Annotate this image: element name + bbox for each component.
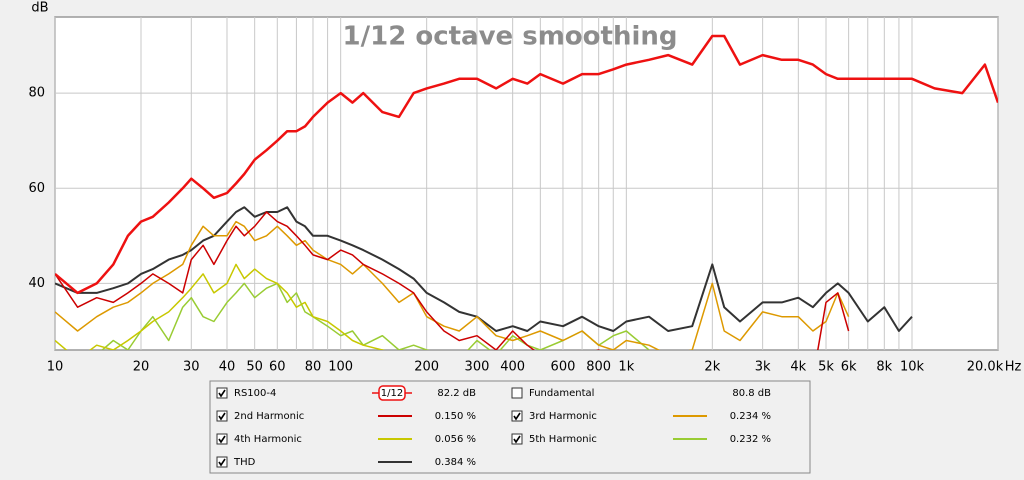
x-tick-label: 4k [790,360,806,375]
legend-item: 5th Harmonic 0.232 % [511,433,771,445]
legend-readout: 80.8 dB [732,388,771,399]
checkmark [218,458,226,467]
checkbox[interactable] [511,433,523,445]
x-tick-label: 800 [586,360,611,375]
checkbox[interactable] [216,433,228,445]
x-tick-label: 3k [755,360,771,375]
plot-area [54,16,999,351]
series-line [55,211,850,350]
legend-name: 2nd Harmonic [234,411,304,422]
x-tick-label: 60 [269,360,286,375]
legend-readout: 0.234 % [730,411,771,422]
x-tick-label: 6k [841,360,857,375]
x-tick-label: 8k [876,360,892,375]
checkbox[interactable] [511,387,523,399]
y-tick-label: 40 [28,276,45,291]
checkmark [218,435,226,444]
legend-name: 5th Harmonic [529,434,597,445]
series-line [55,34,998,295]
x-tick-label: 10 [47,360,64,375]
checkmark [218,389,226,398]
checkmark [513,412,521,421]
x-tick-label: 30 [183,360,200,375]
legend-readout: 0.056 % [435,434,476,445]
chart-title: 1/12 octave smoothing [343,22,678,52]
x-tick-label: 100 [328,360,353,375]
smoothing-badge [378,385,406,401]
y-axis-label: dB [31,1,48,16]
legend-name: THD [233,457,256,468]
x-tick-label: 600 [551,360,576,375]
legend-item: RS100-4 1/12 82.2 dB [216,385,476,401]
x-tick-label: 40 [219,360,236,375]
series-line [55,206,913,332]
smoothing-label: 1/12 [381,388,403,399]
legend-name: Fundamental [529,388,594,399]
x-tick-label: 10k [900,360,925,375]
x-axis-label: Hz [1005,360,1022,375]
x-tick-label: 1k [618,360,634,375]
legend-name: 3rd Harmonic [529,411,597,422]
x-tick-label: 300 [465,360,490,375]
checkbox[interactable] [216,387,228,399]
series-line [55,220,850,350]
legend-item: 2nd Harmonic 0.150 % [216,410,476,422]
checkbox[interactable] [216,456,228,468]
x-tick-label: 5k [818,360,834,375]
checkbox[interactable] [216,410,228,422]
y-tick-label: 60 [28,181,45,196]
legend-readout: 0.150 % [435,411,476,422]
checkbox[interactable] [511,410,523,422]
x-tick-label: 200 [414,360,439,375]
y-tick-label: 80 [28,86,45,101]
legend-item: THD 0.384 % [216,456,476,468]
legend-readout: 82.2 dB [437,388,476,399]
checkmark [218,412,226,421]
legend-panel [209,380,811,474]
legend-name: 4th Harmonic [234,434,302,445]
legend-readout: 0.384 % [435,457,476,468]
legend-item: 4th Harmonic 0.056 % [216,433,476,445]
legend-readout: 0.232 % [730,434,771,445]
x-tick-label: 50 [246,360,263,375]
x-tick-label: 80 [305,360,322,375]
x-tick-label: 2k [704,360,720,375]
x-tick-label: 400 [500,360,525,375]
legend-item: Fundamental 80.8 dB [511,387,771,399]
legend-item: 3rd Harmonic 0.234 % [511,410,771,422]
legend-name: RS100-4 [234,388,276,399]
x-tick-label: 20.0k [967,360,1004,375]
x-tick-label: 20 [133,360,150,375]
series-line [55,263,386,350]
checkmark [513,435,521,444]
